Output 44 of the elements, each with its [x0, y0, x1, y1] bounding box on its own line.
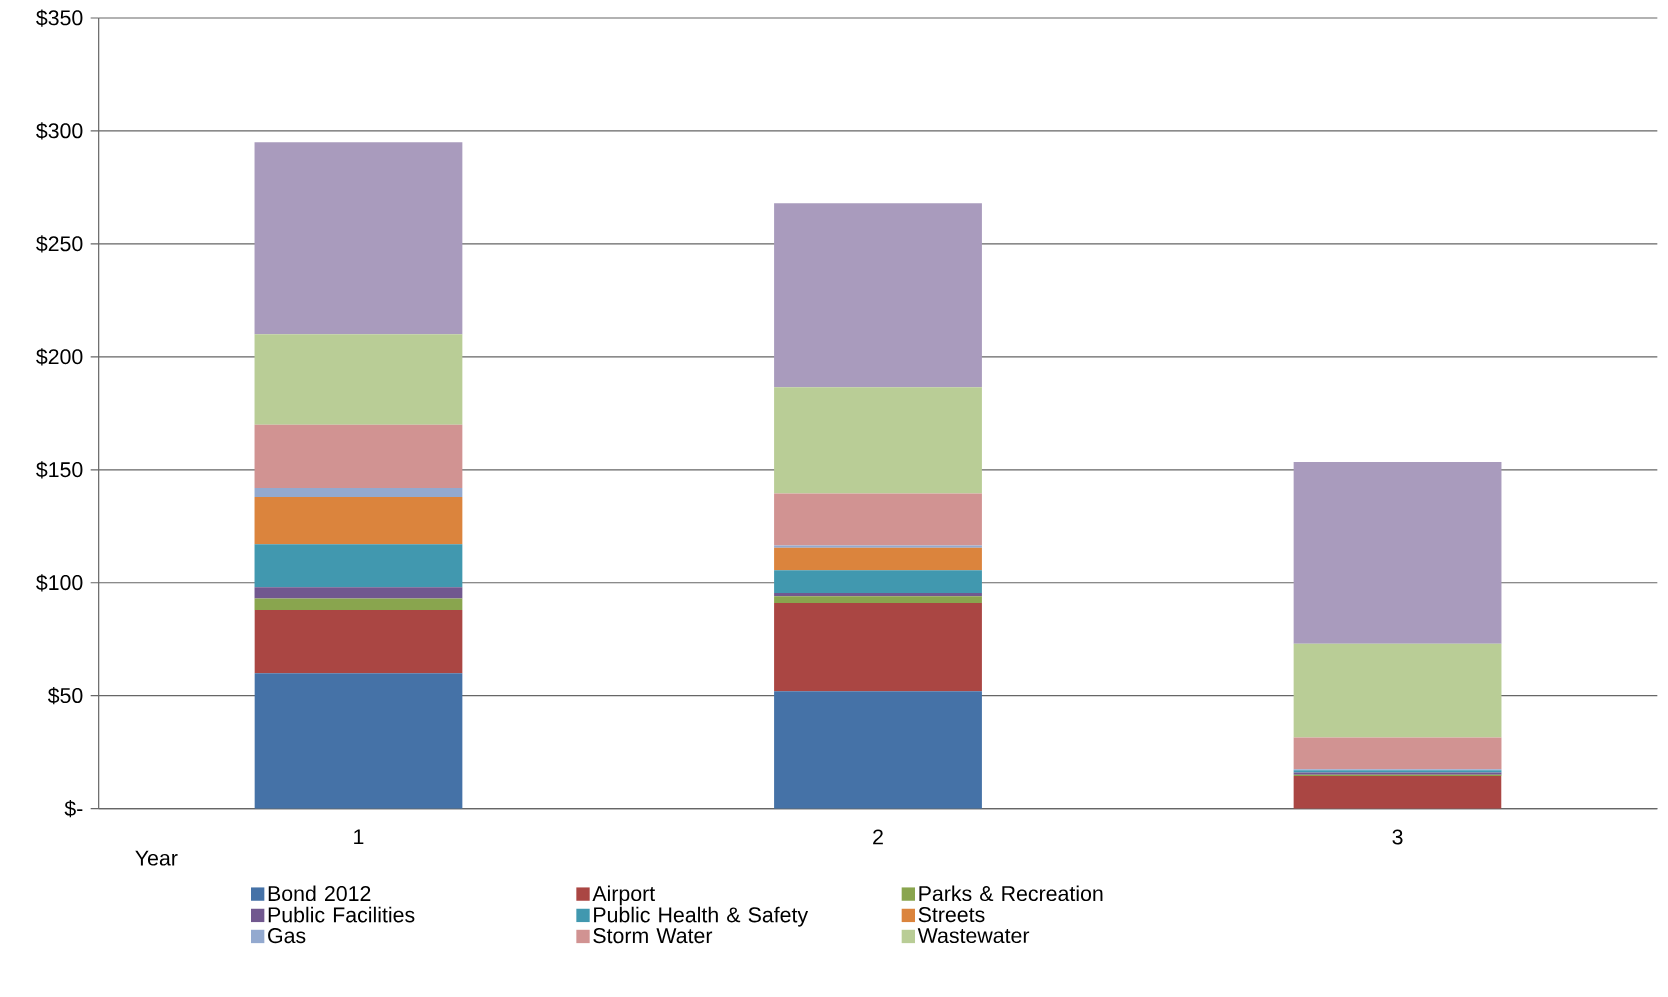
legend-label: Storm Water	[593, 927, 713, 944]
bar	[254, 424, 463, 488]
legend-label: Parks & Recreation	[919, 885, 1103, 901]
legend-label: Airport	[592, 885, 656, 906]
x-tick-label: 2	[873, 829, 883, 845]
y-tick-label: $200	[36, 348, 83, 366]
bar	[1293, 737, 1502, 769]
bar	[254, 487, 463, 497]
bar	[254, 672, 463, 809]
bar	[774, 547, 982, 571]
y-tick-label: $50	[47, 686, 83, 705]
x-tick-label: 1	[354, 829, 364, 844]
x-tick-label: 3	[1392, 829, 1403, 845]
bar	[774, 596, 982, 603]
bar	[774, 387, 982, 494]
bar	[774, 545, 982, 548]
bar	[254, 142, 463, 335]
bar	[774, 570, 982, 593]
bar	[1293, 643, 1502, 738]
y-tick-label: $150	[36, 461, 83, 479]
bar	[774, 493, 982, 546]
bar	[774, 203, 982, 388]
y-tick-label: $-	[64, 799, 83, 818]
legend-label: Bond 2012	[268, 885, 371, 901]
bar	[254, 598, 463, 610]
bar	[1293, 461, 1502, 644]
x-axis-title: Year	[135, 850, 178, 866]
legend-label: Wastewater	[917, 928, 1030, 943]
bar	[254, 544, 463, 588]
legend-label: Gas	[268, 927, 306, 944]
legend-label: Public Facilities	[268, 906, 415, 923]
y-tick-label: $250	[36, 235, 83, 253]
y-tick-label: $350	[36, 9, 83, 27]
legend-label: Streets	[918, 906, 985, 922]
y-tick-label: $300	[36, 122, 83, 140]
bar	[774, 691, 982, 809]
bar	[254, 334, 463, 425]
legend-label: Public Health & Safety	[594, 906, 809, 927]
y-tick-label: $100	[36, 573, 83, 592]
bar	[254, 609, 463, 673]
bar	[1293, 775, 1502, 809]
bar	[254, 496, 463, 545]
bar	[254, 587, 463, 599]
bar	[774, 602, 982, 692]
